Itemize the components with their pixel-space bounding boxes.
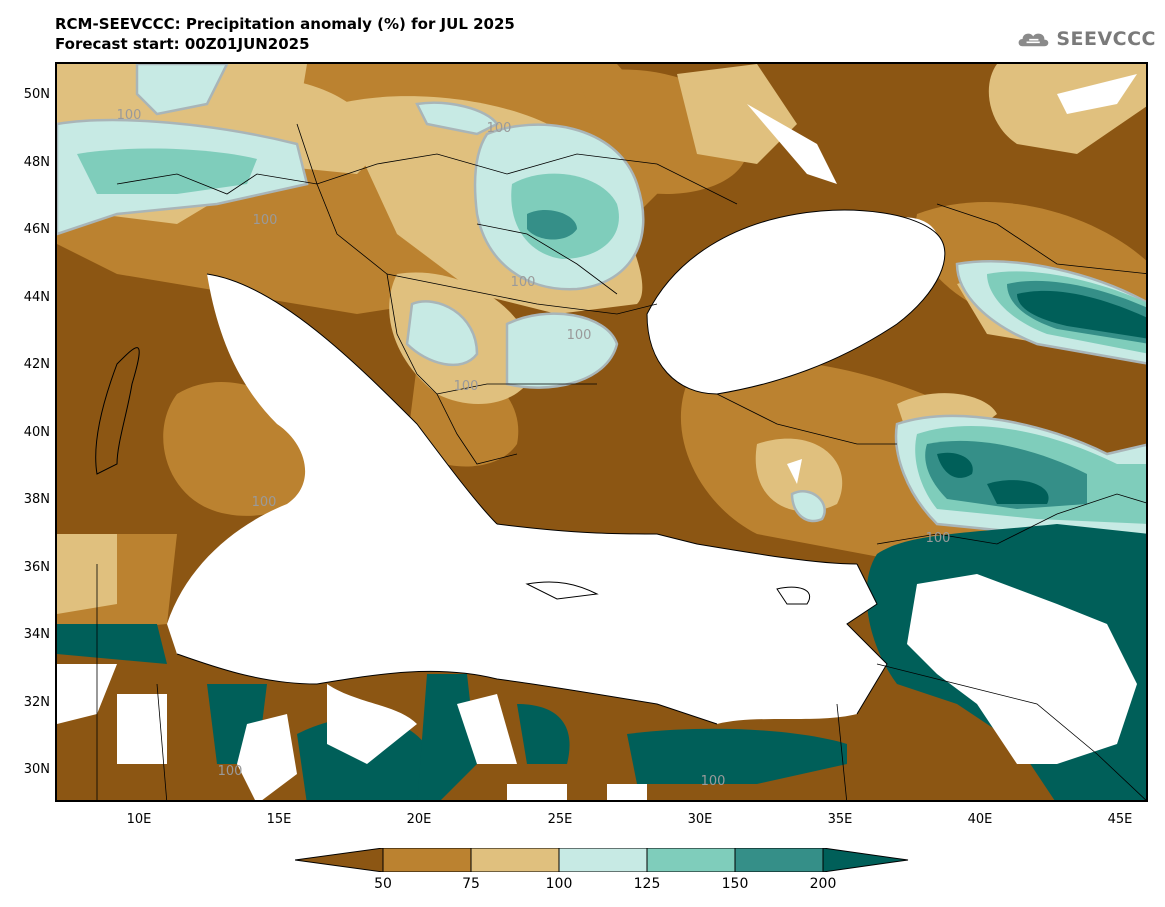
lat-label: 46N — [23, 222, 50, 237]
title-block: RCM-SEEVCCC: Precipitation anomaly (%) f… — [55, 14, 515, 54]
contour-label: 100 — [511, 275, 536, 290]
colorbar-above-200 — [822, 848, 909, 872]
lat-label: 50N — [23, 87, 50, 102]
anomaly-map: 100 100 100 100 100 100 100 100 100 100 — [57, 64, 1146, 800]
contour-label: 100 — [218, 764, 243, 779]
contour-label: 100 — [117, 108, 142, 123]
lat-label: 40N — [23, 425, 50, 440]
lat-label: 42N — [23, 357, 50, 372]
contour-label: 100 — [567, 328, 592, 343]
contour-label: 100 — [487, 121, 512, 136]
colorbar — [295, 848, 909, 872]
colorbar-label: 200 — [809, 876, 837, 892]
lat-label: 32N — [23, 695, 50, 710]
colorbar-150-200 — [734, 848, 824, 872]
logo-text: SEEVCCC — [1056, 28, 1156, 50]
lon-label: 25E — [547, 812, 573, 827]
contour-label: 100 — [252, 495, 277, 510]
contour-label: 100 — [253, 213, 278, 228]
colorbar-label: 100 — [545, 876, 573, 892]
lat-label: 30N — [23, 762, 50, 777]
coastlines — [95, 209, 946, 725]
lon-label: 35E — [827, 812, 853, 827]
colorbar-label: 150 — [721, 876, 749, 892]
colorbar-below-50 — [295, 848, 384, 872]
contour-labels: 100 100 100 100 100 100 100 100 100 100 — [117, 108, 951, 789]
lat-label: 34N — [23, 627, 50, 642]
map-frame: 100 100 100 100 100 100 100 100 100 100 — [55, 62, 1148, 802]
colorbar-100-125 — [558, 848, 648, 872]
colorbar-label: 125 — [633, 876, 661, 892]
cloud-icon — [1018, 33, 1049, 47]
contour-label: 100 — [454, 379, 479, 394]
lon-label: 45E — [1107, 812, 1133, 827]
lon-label: 40E — [967, 812, 993, 827]
colorbar-75-100 — [470, 848, 560, 872]
lon-label: 20E — [406, 812, 432, 827]
lat-label: 44N — [23, 290, 50, 305]
lat-label: 38N — [23, 492, 50, 507]
lon-label: 30E — [687, 812, 713, 827]
lon-label: 10E — [126, 812, 152, 827]
chart-title: RCM-SEEVCCC: Precipitation anomaly (%) f… — [55, 15, 515, 33]
contour-label: 100 — [701, 774, 726, 789]
lon-label: 15E — [266, 812, 292, 827]
seevccc-logo: SEEVCCC — [1016, 22, 1156, 56]
lat-label: 48N — [23, 155, 50, 170]
chart-subtitle: Forecast start: 00Z01JUN2025 — [55, 35, 310, 53]
country-borders — [96, 123, 1146, 800]
colorbar-label: 75 — [462, 876, 480, 892]
lat-label: 36N — [23, 560, 50, 575]
colorbar-50-75 — [382, 848, 472, 872]
colorbar-125-150 — [646, 848, 736, 872]
colorbar-label: 50 — [374, 876, 392, 892]
contour-label: 100 — [926, 531, 951, 546]
